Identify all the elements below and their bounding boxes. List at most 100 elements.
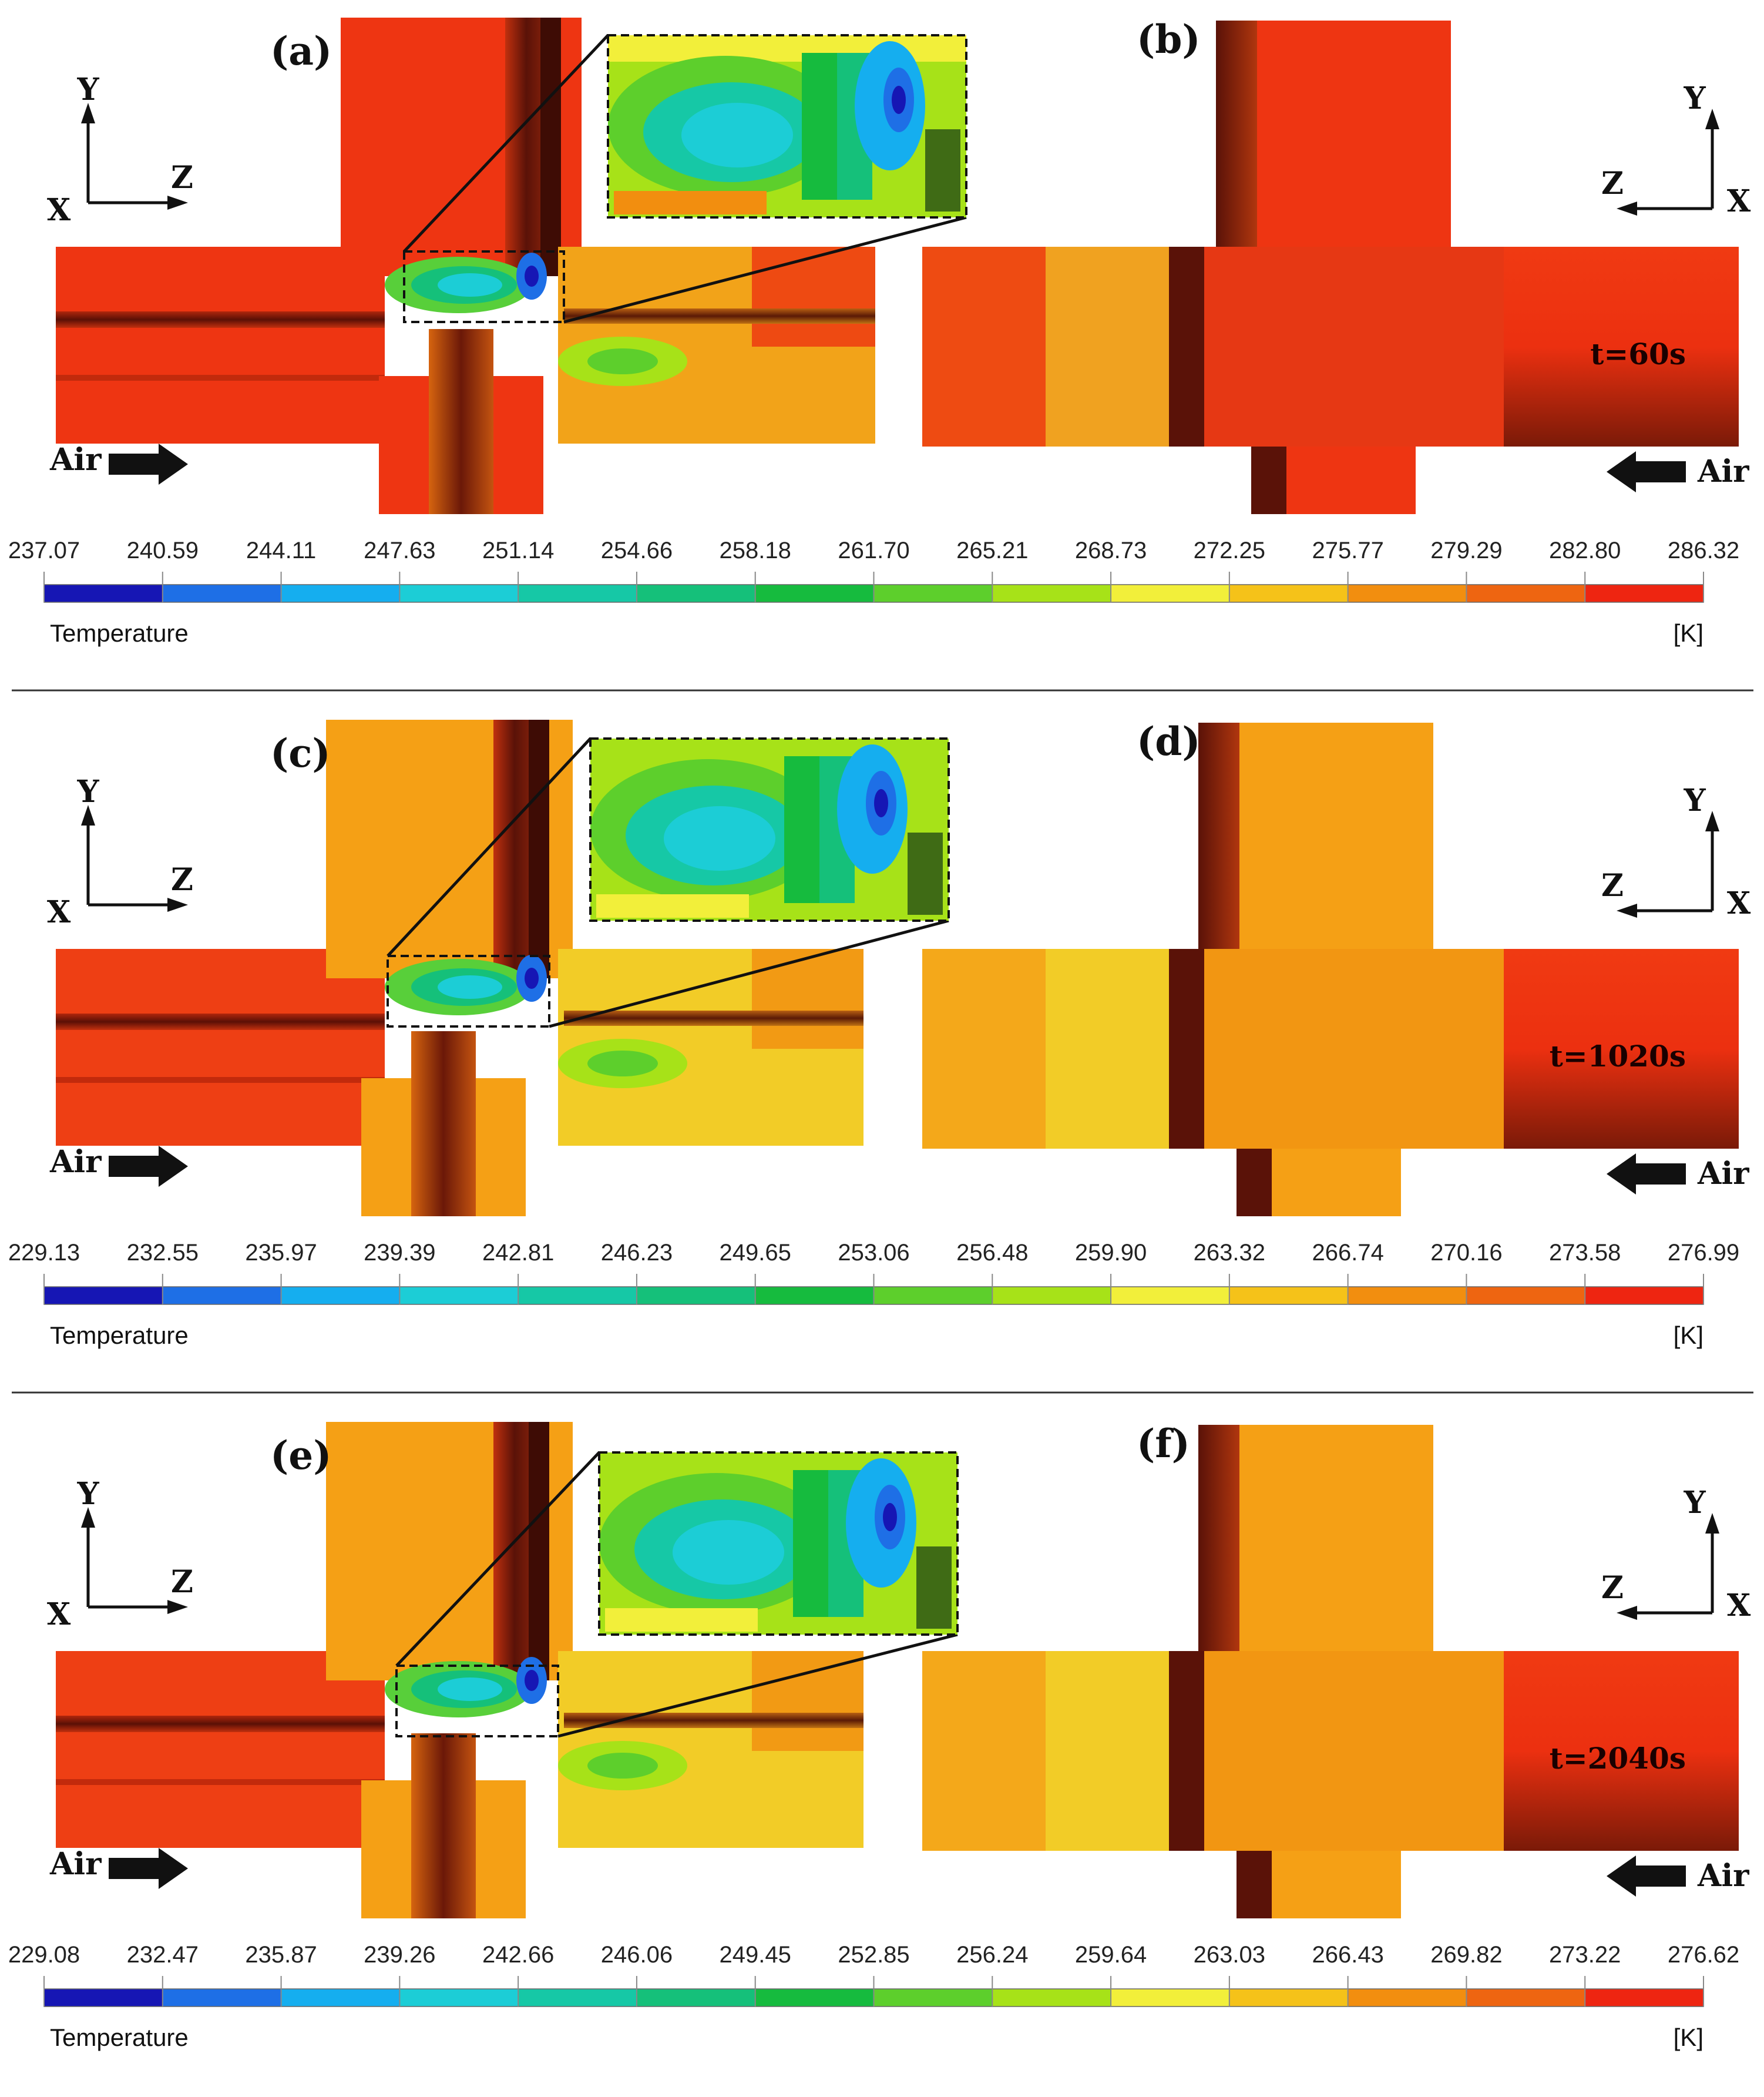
colorbar-segment: [44, 1287, 163, 1304]
colorbar-segment: [518, 1287, 637, 1304]
lower-pipe-shade: [411, 1733, 476, 1918]
colorbar-segment: [162, 1989, 282, 2007]
inset-cold-lobe-core: [874, 789, 888, 817]
right-middle-section: [1169, 247, 1504, 447]
colorbar-tick-label: 242.66: [482, 1942, 554, 1968]
panel-row-1: (c) Y Z X Air (d) t=1020s Y Z X Air 229.13 232.55 235…: [8, 719, 1753, 1394]
axis-z-label: Z: [171, 862, 193, 898]
panel-row-2: (e) Y Z X Air (f) t=2040s Y Z X Air 229.08 232.47 235…: [8, 1421, 1751, 2051]
colorbar-segment: [992, 1287, 1111, 1304]
colorbar-segment: [399, 1287, 519, 1304]
colorbar-tick-label: 235.97: [245, 1240, 317, 1266]
inset-dark-block: [908, 833, 943, 915]
colorbar-segment: [399, 585, 519, 602]
cold-core-inner: [438, 273, 502, 297]
colorbar-tick-label: 239.39: [364, 1240, 435, 1266]
colorbar-segment: [281, 1989, 400, 2007]
colorbar-segment: [1229, 1287, 1349, 1304]
cold-spot-core: [525, 266, 539, 287]
panel-row-0: (a) Y Z X Air (b) t=60s Y Z X Air 237.07 240.59 244.1…: [8, 16, 1753, 692]
colorbar-tick-label: 266.43: [1312, 1942, 1383, 1968]
downstream-cool-core: [587, 1753, 658, 1779]
y-arrow-head: [81, 1507, 95, 1528]
colorbar-tick-label: 256.48: [956, 1240, 1028, 1266]
colorbar-tick-label: 263.32: [1194, 1240, 1265, 1266]
y-arrow-head: [81, 103, 95, 123]
axis-x-label: X: [47, 192, 71, 228]
panel-label-right: (d): [1137, 719, 1201, 764]
colorbar-tick-label: 259.64: [1075, 1942, 1147, 1968]
colorbar-tick-label: 253.06: [838, 1240, 909, 1266]
downstream-cool-core: [587, 348, 658, 374]
pipe-edge-line: [56, 375, 385, 381]
axis-y-label-right: Y: [1683, 1485, 1706, 1521]
colorbar-segment: [281, 585, 400, 602]
colorbar-unit: [K]: [1674, 2024, 1703, 2051]
z-arrow-head-right: [1617, 1606, 1637, 1620]
inset-dark-block: [925, 129, 960, 212]
outlet-hot-zone: [752, 949, 863, 1049]
colorbar-tick-label: 252.85: [838, 1942, 909, 1968]
right-upper-pipe-shade: [1216, 21, 1257, 276]
inset-border: [607, 34, 967, 219]
upper-pipe-dark-edge: [529, 720, 549, 978]
inset-border: [589, 737, 950, 922]
inset-cold-lobe-core: [883, 1503, 897, 1531]
zoom-inset: [607, 34, 967, 219]
inset-cyan-zone: [664, 806, 775, 871]
right-contour-panel: [922, 21, 1739, 514]
inlet-pipe: [56, 1651, 385, 1848]
cold-core-inner: [438, 1677, 502, 1701]
z-arrow-head: [167, 1600, 188, 1614]
colorbar-tick-label: 247.63: [364, 538, 435, 563]
zoom-inset: [589, 737, 950, 922]
colorbar-tick-label: 237.07: [8, 538, 80, 563]
axis-x-label-right: X: [1727, 183, 1751, 219]
air-label-left: Air: [49, 1144, 102, 1180]
air-label-left: Air: [49, 1846, 102, 1882]
time-label: t=60s: [1590, 337, 1686, 371]
inset-bottom-band: [596, 894, 749, 918]
axis-triad-right: Y Z X: [1601, 783, 1751, 921]
outlet-hot-zone: [752, 247, 875, 347]
inset-fin-1: [793, 1470, 828, 1617]
axis-z-label-right: Z: [1601, 166, 1624, 202]
colorbar-tick-label: 232.47: [127, 1942, 199, 1968]
panel-label-right: (f): [1137, 1421, 1190, 1467]
colorbar-segment: [1585, 1287, 1704, 1304]
colorbar-segment: [1348, 1989, 1467, 2007]
colorbar-title: Temperature: [50, 1321, 189, 1349]
right-lower-pipe-shade: [1237, 1149, 1272, 1216]
colorbar-segment: [873, 585, 993, 602]
colorbar-segment: [281, 1287, 400, 1304]
colorbar-tick-label: 229.08: [8, 1942, 80, 1968]
right-upper-pipe-shade: [1198, 1425, 1239, 1680]
colorbar-segment: [399, 1989, 519, 2007]
right-left-pipe-warm: [1046, 949, 1169, 1149]
colorbar-segment: [44, 585, 163, 602]
inset-dark-block: [916, 1546, 952, 1629]
y-arrow-head-right: [1705, 1513, 1719, 1534]
colorbar-tick-label: 272.25: [1194, 538, 1265, 563]
inlet-pipe: [56, 247, 385, 444]
zoom-inset: [598, 1451, 959, 1636]
right-dark-band: [1169, 949, 1204, 1149]
left-contour-panel: [56, 720, 950, 1216]
upper-pipe-dark-edge: [529, 1422, 549, 1680]
zoom-region-box: [387, 955, 550, 1028]
axis-triad-left: Y Z X: [47, 72, 193, 228]
colorbar-tick-label: 258.18: [720, 538, 791, 563]
cold-core-inner: [438, 975, 502, 999]
axis-x-label: X: [47, 894, 71, 930]
y-arrow-head: [81, 805, 95, 826]
colorbar-tick-label: 239.26: [364, 1942, 435, 1968]
colorbar-segment: [636, 1287, 756, 1304]
right-dark-band: [1169, 247, 1204, 447]
y-arrow-head-right: [1705, 811, 1719, 831]
cold-spot-core: [525, 968, 539, 989]
pipe-edge-line: [56, 1077, 385, 1083]
colorbar-segment: [1111, 1287, 1230, 1304]
axis-z-label-right: Z: [1601, 1570, 1624, 1606]
pipe-edge-band: [56, 311, 385, 328]
colorbar-tick-label: 279.29: [1430, 538, 1502, 563]
